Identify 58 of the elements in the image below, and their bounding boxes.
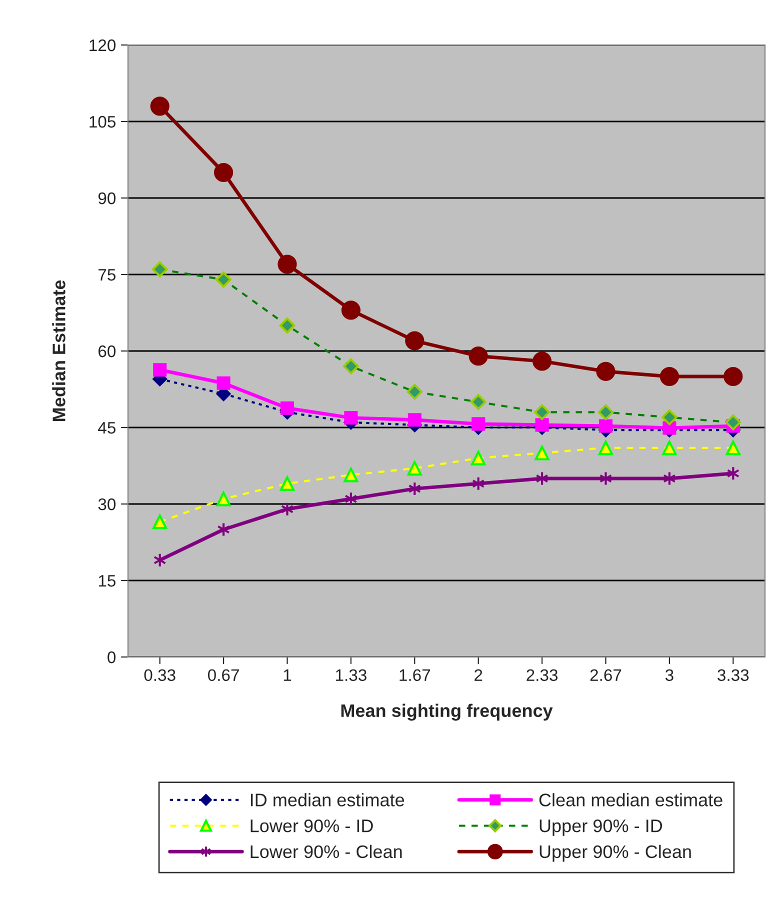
point: [408, 413, 422, 427]
point: [662, 440, 677, 456]
point: [468, 346, 488, 366]
legend-label: ID median estimate: [250, 793, 404, 806]
y-tick-label: 0: [108, 651, 116, 664]
point: [598, 419, 613, 433]
x-tick-label: 1.33: [336, 669, 366, 682]
legend-label: Upper 90% - ID: [540, 819, 662, 836]
x-tick-label: 3: [665, 669, 674, 682]
point: [153, 363, 167, 377]
point: [280, 476, 295, 491]
point: [278, 254, 297, 274]
point: [724, 366, 743, 386]
y-tick-label: 45: [98, 422, 116, 434]
point: [535, 418, 549, 432]
point: [726, 440, 740, 456]
y-tick-label: 30: [98, 498, 116, 510]
x-tick-label: 1.67: [400, 669, 430, 682]
point: [407, 461, 422, 476]
point: [596, 362, 616, 381]
legend-label: Lower 90% - ID: [250, 819, 373, 832]
y-tick-label: 75: [98, 269, 116, 281]
point: [152, 514, 168, 530]
point: [471, 450, 486, 466]
legend-label: Clean median estimate: [539, 793, 722, 806]
y-tick-label: 15: [98, 575, 116, 587]
point: [344, 468, 358, 482]
point: [216, 492, 231, 506]
legend-label: Upper 90% - Clean: [540, 844, 691, 862]
point: [216, 376, 230, 390]
x-tick-label: 1: [284, 669, 292, 681]
point: [662, 421, 676, 435]
x-axis-title: Mean sighting frequency: [341, 704, 553, 721]
y-axis-title: Median Estimate: [52, 280, 66, 422]
point: [599, 471, 612, 486]
point: [598, 440, 614, 456]
y-tick-label: 90: [98, 192, 116, 204]
point: [344, 411, 358, 425]
y-tick-label: 60: [98, 345, 116, 358]
x-tick-label: 3.33: [718, 669, 749, 682]
point: [472, 417, 486, 431]
x-tick-label: 2.67: [590, 669, 622, 682]
x-tick-label: 2.33: [526, 669, 558, 682]
point: [280, 502, 294, 516]
x-tick-label: 2: [474, 669, 482, 681]
point: [214, 162, 234, 182]
point: [405, 331, 424, 350]
point: [150, 96, 170, 116]
point: [660, 366, 679, 386]
x-tick-label: 0.67: [208, 669, 239, 682]
point: [532, 352, 552, 371]
point: [341, 300, 360, 320]
x-tick-label: 0.33: [144, 669, 176, 682]
y-tick-label: 120: [90, 39, 116, 52]
legend-label: Lower 90% - Clean: [250, 844, 402, 858]
point: [534, 446, 550, 460]
point: [280, 401, 294, 415]
y-tick-label: 105: [90, 116, 116, 128]
